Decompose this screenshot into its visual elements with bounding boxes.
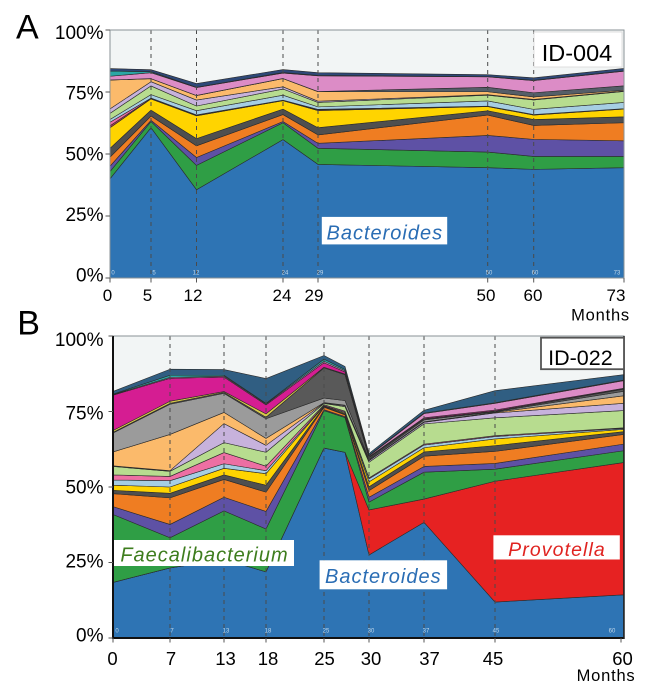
svg-text:60: 60: [532, 271, 539, 277]
svg-text:75%: 75%: [65, 84, 103, 105]
svg-text:29: 29: [317, 271, 324, 277]
svg-text:45: 45: [493, 629, 500, 635]
svg-text:24: 24: [273, 286, 292, 305]
svg-text:Provotella: Provotella: [508, 539, 606, 561]
svg-text:100%: 100%: [55, 23, 104, 44]
svg-text:50: 50: [486, 271, 493, 277]
svg-text:13: 13: [215, 648, 236, 669]
svg-text:25: 25: [323, 629, 330, 635]
svg-text:7: 7: [170, 629, 174, 635]
svg-text:30: 30: [361, 648, 382, 669]
svg-text:A: A: [16, 9, 39, 47]
svg-text:25%: 25%: [65, 205, 103, 226]
svg-text:0: 0: [115, 629, 119, 635]
svg-text:12: 12: [193, 271, 200, 277]
svg-text:29: 29: [305, 286, 324, 305]
svg-text:75%: 75%: [65, 404, 103, 425]
svg-text:0%: 0%: [76, 265, 104, 286]
svg-text:50%: 50%: [65, 478, 103, 499]
svg-text:0: 0: [111, 271, 115, 277]
svg-text:60: 60: [612, 648, 633, 669]
svg-text:ID-004: ID-004: [542, 40, 613, 66]
svg-text:73: 73: [607, 286, 626, 305]
svg-text:B: B: [17, 305, 40, 343]
svg-text:5: 5: [143, 286, 152, 305]
svg-text:25%: 25%: [65, 552, 103, 573]
svg-text:5: 5: [152, 271, 156, 277]
svg-text:60: 60: [609, 629, 616, 635]
svg-text:37: 37: [423, 629, 430, 635]
svg-text:0: 0: [103, 286, 112, 305]
svg-text:Months: Months: [571, 306, 630, 324]
svg-text:24: 24: [282, 271, 289, 277]
svg-text:50: 50: [477, 286, 496, 305]
svg-text:13: 13: [223, 629, 230, 635]
svg-text:0: 0: [107, 648, 117, 669]
svg-text:ID-022: ID-022: [548, 346, 613, 370]
svg-text:0%: 0%: [76, 625, 104, 646]
svg-text:37: 37: [419, 648, 440, 669]
svg-text:30: 30: [368, 629, 375, 635]
svg-text:73: 73: [614, 271, 621, 277]
svg-text:100%: 100%: [55, 330, 104, 351]
svg-text:Bacteroides: Bacteroides: [326, 223, 443, 245]
svg-text:45: 45: [483, 648, 504, 669]
svg-text:Faecalibacterium: Faecalibacterium: [120, 545, 288, 567]
svg-text:Bacteroides: Bacteroides: [325, 566, 442, 588]
svg-text:Months: Months: [577, 667, 636, 685]
svg-text:50%: 50%: [65, 144, 103, 165]
svg-text:12: 12: [184, 286, 203, 305]
svg-text:18: 18: [265, 629, 272, 635]
svg-text:60: 60: [524, 286, 543, 305]
svg-text:25: 25: [314, 648, 335, 669]
svg-text:18: 18: [258, 648, 279, 669]
svg-text:7: 7: [166, 648, 176, 669]
